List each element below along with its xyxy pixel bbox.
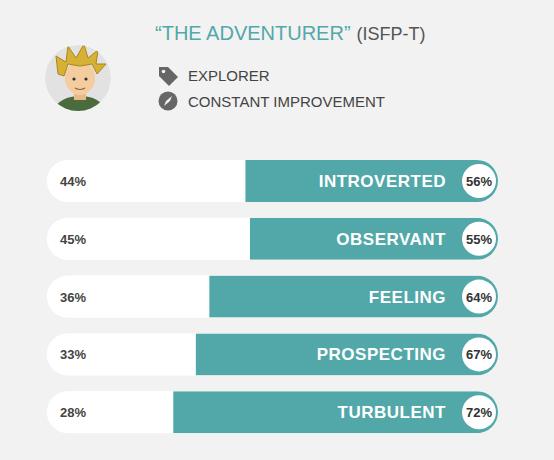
bar-segment xyxy=(209,276,498,318)
tag-icon-hole xyxy=(162,70,166,74)
bar-group xyxy=(47,218,498,260)
avatar xyxy=(45,44,111,115)
tag-icon xyxy=(159,67,178,86)
root: “THE ADVENTURER” (ISFP-T) EXPLORER CONSTANT… xyxy=(0,0,554,460)
bar-segment xyxy=(47,333,196,375)
label-badge xyxy=(462,395,496,429)
bar-segment xyxy=(47,276,209,318)
avatar-eye xyxy=(84,77,87,80)
track xyxy=(47,160,498,202)
data-label: 56% xyxy=(466,174,492,189)
data-label: 55% xyxy=(466,232,492,247)
category-label: TURBULENT xyxy=(338,403,446,422)
avatar-eye xyxy=(72,77,75,80)
bar-segment xyxy=(196,333,498,375)
data-label: 67% xyxy=(466,347,492,362)
label-badge xyxy=(462,280,496,314)
bar-group xyxy=(47,391,498,433)
bar-segment xyxy=(245,160,498,202)
data-label: 64% xyxy=(466,290,492,305)
track xyxy=(47,276,498,318)
compass-icon xyxy=(159,92,178,111)
title: “THE ADVENTURER” xyxy=(155,22,351,44)
track xyxy=(47,218,498,260)
data-label: 45% xyxy=(60,232,86,247)
label-badge xyxy=(462,164,496,198)
data-label: 44% xyxy=(60,174,86,189)
category-label: PROSPECTING xyxy=(317,345,446,364)
compass-icon-circle xyxy=(159,92,178,111)
label-badge xyxy=(462,337,496,371)
bar-segment xyxy=(47,160,245,202)
data-label: 28% xyxy=(60,405,86,420)
avatar-mouth xyxy=(75,88,85,90)
category-label: INTROVERTED xyxy=(319,172,446,191)
avatar-hair xyxy=(56,44,106,76)
category-label: OBSERVANT xyxy=(336,230,446,249)
label-badge xyxy=(462,222,496,256)
bar-group xyxy=(47,276,498,318)
track xyxy=(47,391,498,433)
data-label: 33% xyxy=(60,347,86,362)
tag-icon-shape xyxy=(159,67,178,86)
bar-group xyxy=(47,160,498,202)
compass-icon-needle xyxy=(164,96,172,106)
annotation: EXPLORER xyxy=(188,67,270,84)
bar-segment xyxy=(47,218,250,260)
bar-segment xyxy=(47,391,173,433)
data-label: 36% xyxy=(60,290,86,305)
bar-segment xyxy=(250,218,498,260)
annotation: CONSTANT IMPROVEMENT xyxy=(188,93,385,110)
track xyxy=(47,333,498,375)
bar-segment xyxy=(173,391,498,433)
subtitle: (ISFP-T) xyxy=(357,24,426,44)
data-label: 72% xyxy=(466,405,492,420)
background xyxy=(0,0,554,460)
bar-group xyxy=(47,333,498,375)
category-label: FEELING xyxy=(369,288,446,307)
chart: “THE ADVENTURER” (ISFP-T) EXPLORER CONSTANT… xyxy=(0,0,554,460)
